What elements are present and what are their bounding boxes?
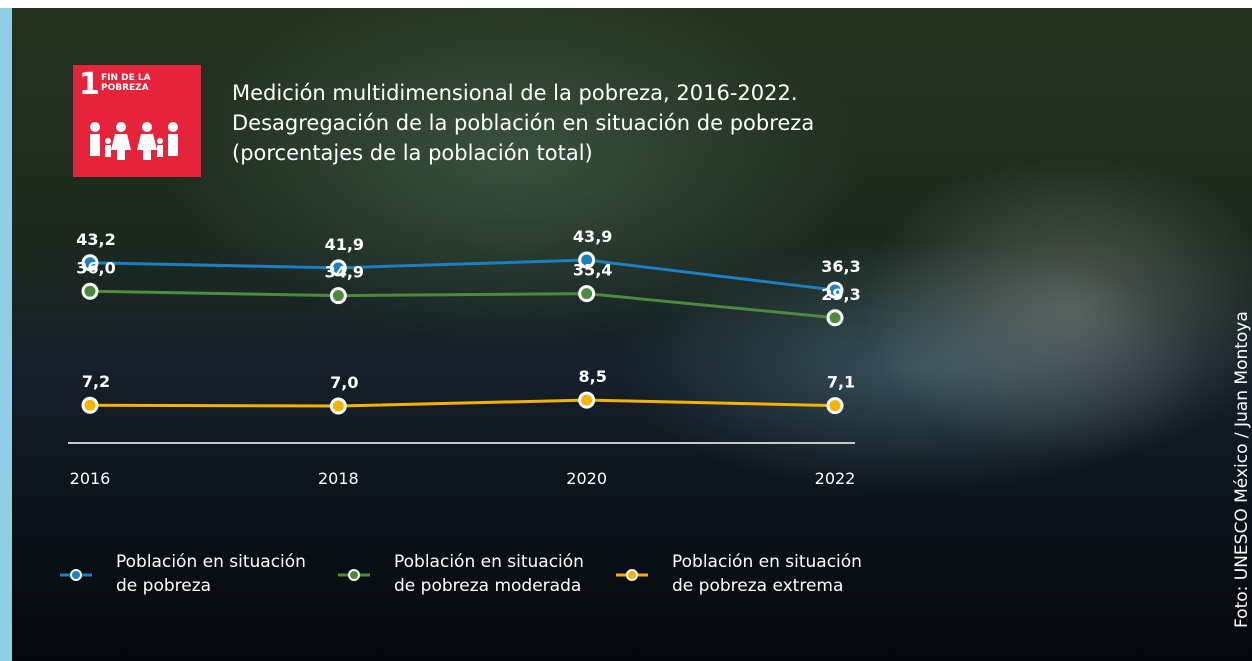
data-point <box>828 399 842 413</box>
data-label: 7,2 <box>82 372 110 391</box>
data-label: 36,0 <box>76 258 115 277</box>
page: 1 FIN DE LA POBREZA Medición multidimens… <box>0 0 1252 661</box>
x-tick-label: 2018 <box>318 469 359 488</box>
legend-label: Población en situación de pobreza extrem… <box>672 550 882 598</box>
legend-marker <box>71 570 81 580</box>
data-point <box>580 287 594 301</box>
data-label: 7,1 <box>827 373 855 392</box>
data-label: 43,9 <box>573 227 612 246</box>
data-label: 7,0 <box>330 373 358 392</box>
data-label: 35,4 <box>573 261 612 280</box>
x-tick-label: 2016 <box>70 469 111 488</box>
series-line <box>90 400 835 406</box>
x-tick-label: 2022 <box>815 469 856 488</box>
data-label: 29,3 <box>821 285 860 304</box>
legend-label: Población en situación de pobreza modera… <box>394 550 604 598</box>
data-point <box>83 398 97 412</box>
legend-label: Población en situación de pobreza <box>116 550 326 598</box>
data-label: 36,3 <box>821 257 860 276</box>
data-label: 34,9 <box>325 263 364 282</box>
legend-marker <box>627 570 637 580</box>
data-point <box>331 399 345 413</box>
x-tick-label: 2020 <box>566 469 607 488</box>
data-label: 8,5 <box>578 367 606 386</box>
data-point <box>83 284 97 298</box>
legend-marker <box>349 570 359 580</box>
data-label: 41,9 <box>325 235 364 254</box>
data-point <box>828 311 842 325</box>
data-point <box>580 393 594 407</box>
series-line <box>90 260 835 290</box>
series-line <box>90 291 835 318</box>
data-point <box>331 289 345 303</box>
photo-credit: Foto: UNESCO México / Juan Montoya <box>1232 311 1252 628</box>
data-label: 43,2 <box>76 230 115 249</box>
